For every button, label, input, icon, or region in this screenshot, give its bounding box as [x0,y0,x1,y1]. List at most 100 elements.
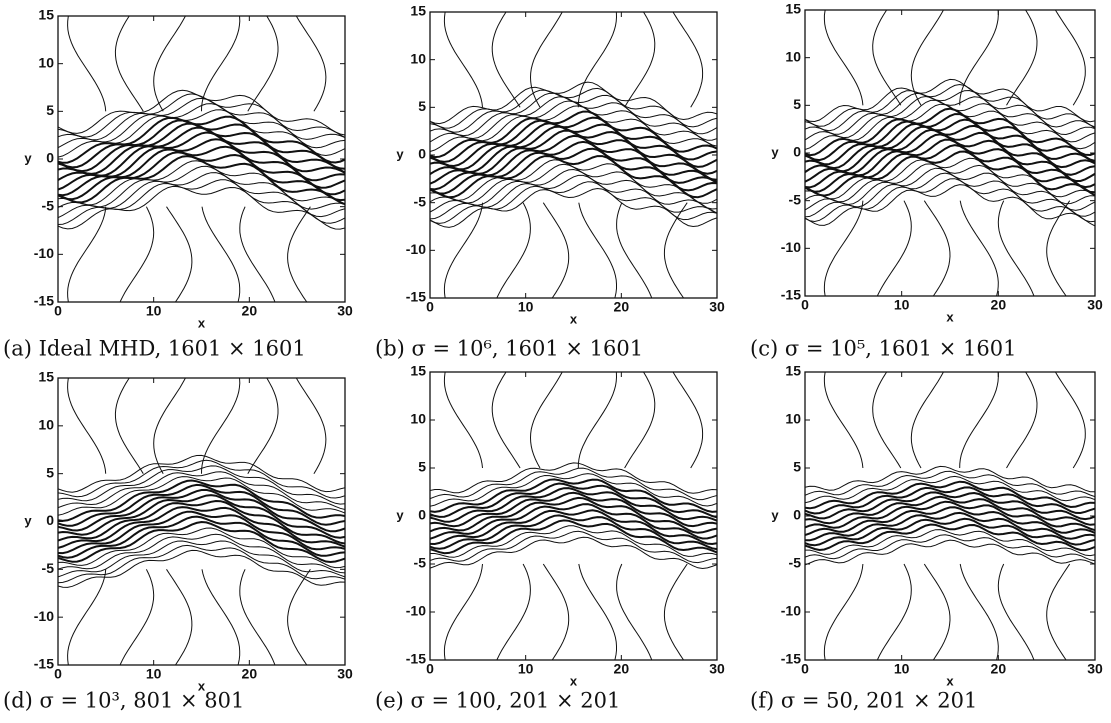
contour-line [430,92,717,135]
contour-line [805,475,1095,504]
contour-line [823,10,864,106]
contour-line [496,202,531,298]
contour-line [1046,563,1071,660]
contour-line [997,563,1035,660]
contour-line [805,107,1095,157]
y-axis-label: y [396,146,404,161]
contour-line [872,10,902,106]
contour-line [239,569,276,665]
caption: (d) σ = 10³, 801 × 801 [3,689,244,713]
caption: (e) σ = 100, 201 × 201 [375,689,620,713]
contour-line [201,569,241,665]
contour-line [910,10,944,106]
contour-line [58,515,345,559]
y-tick-label: -5 [789,555,802,571]
x-tick-label: 20 [991,297,1007,313]
contour-line [166,206,193,302]
contour-line [805,517,1095,547]
contour-line [430,159,717,204]
contour-line [805,495,1095,526]
contour-line [430,503,717,540]
contour-line [58,549,345,588]
contour-line [577,12,618,108]
contour-line [805,534,1095,562]
contour-line [1054,372,1086,469]
contour-line [430,525,717,558]
x-tick-label: 30 [709,661,725,677]
y-tick-label: -5 [42,197,55,213]
contour-line [805,124,1095,170]
contour-line [823,372,864,469]
contour-line [58,476,345,516]
caption: (b) σ = 10⁶, 1601 × 1601 [375,337,643,361]
contour-line [166,569,193,665]
contour-line [876,563,912,660]
x-tick-label: 10 [894,297,910,313]
contour-line [805,500,1095,532]
contour-line [430,482,717,519]
x-tick-label: 0 [801,661,809,677]
y-tick-label: -5 [414,193,427,209]
contour-line [430,134,717,185]
contour-line [67,378,107,474]
contour-line [491,372,521,469]
contour-line [58,494,345,539]
contour-line [872,372,902,469]
contour-line [430,81,717,125]
contour-field [805,10,1095,296]
contour-line [616,563,653,660]
contour-line [67,206,107,302]
contour-line [959,10,999,106]
contour-line [58,119,345,170]
x-tick-label: 0 [54,666,62,682]
contour-line [58,510,345,555]
contour-line [624,12,656,108]
contour-line [672,12,704,108]
x-tick-label: 20 [242,303,258,319]
contour-line [58,155,345,206]
contour-line [443,202,483,298]
y-tick-label: 15 [38,369,54,385]
y-tick-label: 0 [418,507,426,523]
contour-line [247,378,279,474]
contour-line [58,93,345,138]
y-tick-label: 5 [46,102,54,118]
contour-line [529,12,563,108]
contour-line [58,179,345,225]
y-tick-label: -10 [406,241,426,257]
contour-line [805,480,1095,510]
x-tick-label: 20 [991,661,1007,677]
y-axis-label: y [771,144,779,159]
y-tick-label: 15 [785,363,801,379]
contour-line [430,122,717,168]
contour-line [430,473,717,507]
y-tick-label: 15 [410,363,426,379]
panel: 0 10 20 30 -15 -10 -5 0 5 10 15 x y (c) σ = 10⁵, 1601… [750,1,1103,361]
contour-line [430,87,717,129]
contour-line [542,563,570,660]
contour-line [58,527,345,569]
y-tick-label: 10 [38,417,54,433]
y-tick-label: -15 [781,287,801,303]
contour-line [805,506,1095,536]
contour-line [805,539,1095,566]
contour-line [430,487,717,523]
contour-line [114,378,144,474]
y-tick-label: -5 [414,555,427,571]
x-tick-label: 30 [1087,661,1103,677]
contour-line [672,372,704,469]
contour-line [201,206,241,302]
contour-line [114,16,144,112]
y-axis-label: y [771,507,779,522]
y-tick-label: -10 [34,245,54,261]
x-tick-label: 10 [146,666,162,682]
contour-line [805,103,1095,150]
y-tick-label: 0 [46,512,54,528]
contour-line [805,178,1095,223]
contour-line [616,202,653,298]
x-tick-label: 0 [426,299,434,315]
x-tick-label: 30 [337,303,353,319]
y-tick-label: 10 [785,411,801,427]
panel: 0 10 20 30 -15 -10 -5 0 5 10 15 x y (d) σ = 10³, 801 … [3,369,353,713]
